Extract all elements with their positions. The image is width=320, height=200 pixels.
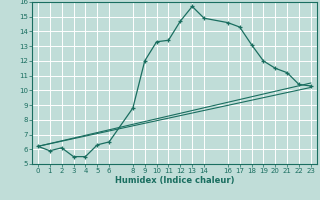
X-axis label: Humidex (Indice chaleur): Humidex (Indice chaleur) [115,176,234,185]
